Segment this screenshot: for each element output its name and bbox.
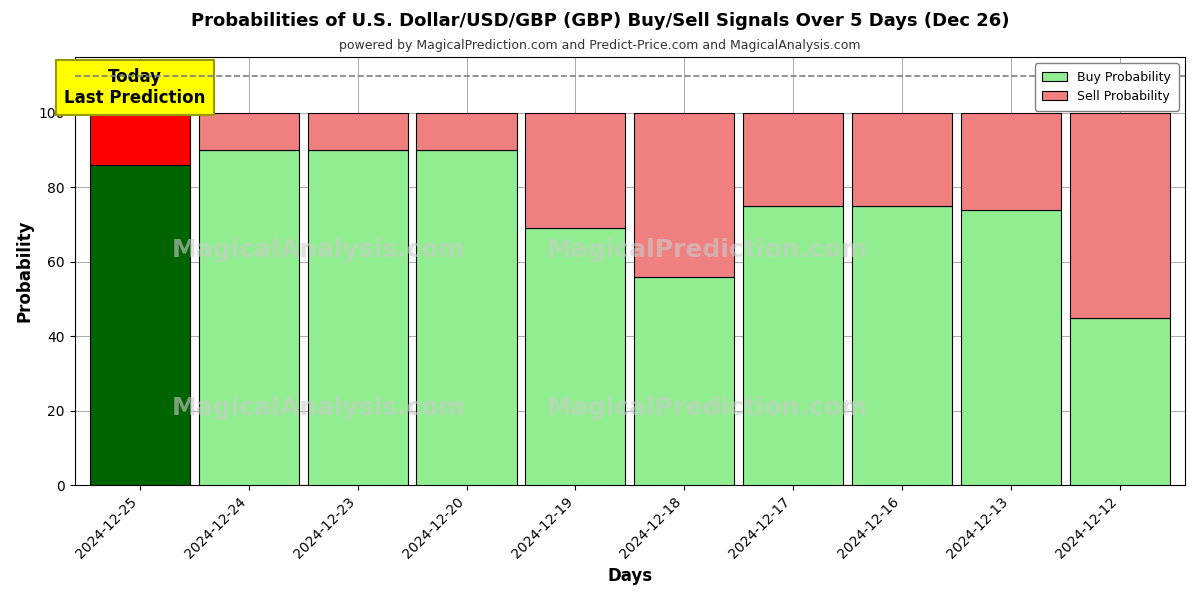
Bar (634, 113, 734, 277)
Text: Probabilities of U.S. Dollar/USD/GBP (GBP) Buy/Sell Signals Over 5 Days (Dec 26): Probabilities of U.S. Dollar/USD/GBP (GB… (191, 12, 1009, 30)
Y-axis label: Probability: Probability (16, 220, 34, 322)
Bar (90, 165, 190, 485)
Text: MagicalPrediction.com: MagicalPrediction.com (547, 238, 868, 262)
Bar (526, 113, 625, 228)
Text: MagicalAnalysis.com: MagicalAnalysis.com (172, 396, 466, 420)
X-axis label: Days: Days (607, 567, 653, 585)
Bar (961, 209, 1061, 485)
Bar (307, 150, 408, 485)
Text: powered by MagicalPrediction.com and Predict-Price.com and MagicalAnalysis.com: powered by MagicalPrediction.com and Pre… (340, 39, 860, 52)
Legend: Buy Probability, Sell Probability: Buy Probability, Sell Probability (1034, 63, 1178, 110)
Text: MagicalAnalysis.com: MagicalAnalysis.com (172, 238, 466, 262)
Bar (199, 113, 299, 150)
Bar (90, 113, 190, 165)
Bar (852, 206, 952, 485)
Bar (852, 113, 952, 206)
Bar (1069, 113, 1170, 317)
Bar (961, 113, 1061, 209)
Bar (743, 206, 844, 485)
Bar (743, 113, 844, 206)
Bar (1069, 317, 1170, 485)
Bar (199, 150, 299, 485)
Text: MagicalPrediction.com: MagicalPrediction.com (547, 396, 868, 420)
Bar (634, 277, 734, 485)
Text: Today
Last Prediction: Today Last Prediction (64, 68, 205, 107)
Bar (416, 150, 517, 485)
Bar (526, 228, 625, 485)
Bar (416, 113, 517, 150)
Bar (307, 113, 408, 150)
